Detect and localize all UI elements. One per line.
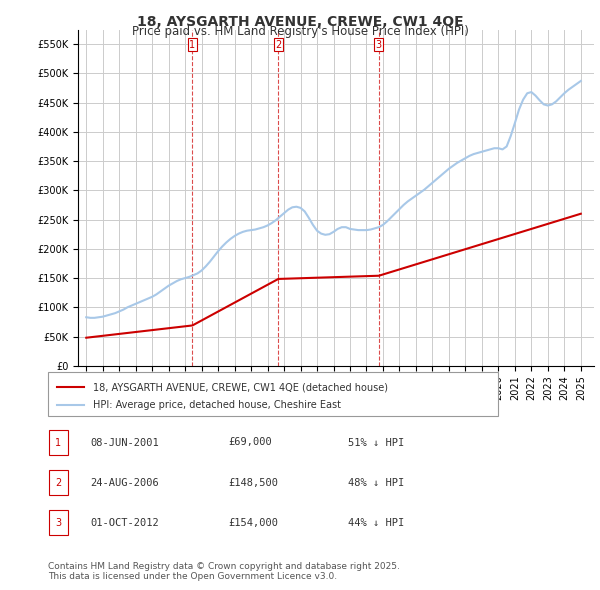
- Text: 2: 2: [55, 478, 62, 487]
- Text: 08-JUN-2001: 08-JUN-2001: [90, 438, 159, 447]
- Text: 3: 3: [376, 40, 382, 50]
- Text: 18, AYSGARTH AVENUE, CREWE, CW1 4QE (detached house): 18, AYSGARTH AVENUE, CREWE, CW1 4QE (det…: [93, 382, 388, 392]
- FancyBboxPatch shape: [49, 470, 68, 496]
- Text: Price paid vs. HM Land Registry's House Price Index (HPI): Price paid vs. HM Land Registry's House …: [131, 25, 469, 38]
- Text: 1: 1: [190, 40, 196, 50]
- Text: HPI: Average price, detached house, Cheshire East: HPI: Average price, detached house, Ches…: [93, 400, 341, 410]
- Text: £154,000: £154,000: [228, 518, 278, 527]
- Text: Contains HM Land Registry data © Crown copyright and database right 2025.
This d: Contains HM Land Registry data © Crown c…: [48, 562, 400, 581]
- Text: 1: 1: [55, 438, 62, 447]
- Text: 51% ↓ HPI: 51% ↓ HPI: [348, 438, 404, 447]
- Text: 2: 2: [275, 40, 281, 50]
- Text: 18, AYSGARTH AVENUE, CREWE, CW1 4QE: 18, AYSGARTH AVENUE, CREWE, CW1 4QE: [137, 15, 463, 29]
- Text: 48% ↓ HPI: 48% ↓ HPI: [348, 478, 404, 487]
- FancyBboxPatch shape: [48, 372, 498, 416]
- Text: £69,000: £69,000: [228, 438, 272, 447]
- Text: £148,500: £148,500: [228, 478, 278, 487]
- Text: 3: 3: [55, 518, 62, 527]
- FancyBboxPatch shape: [49, 430, 68, 455]
- FancyBboxPatch shape: [49, 510, 68, 536]
- Text: 01-OCT-2012: 01-OCT-2012: [90, 518, 159, 527]
- Text: 24-AUG-2006: 24-AUG-2006: [90, 478, 159, 487]
- Text: 44% ↓ HPI: 44% ↓ HPI: [348, 518, 404, 527]
